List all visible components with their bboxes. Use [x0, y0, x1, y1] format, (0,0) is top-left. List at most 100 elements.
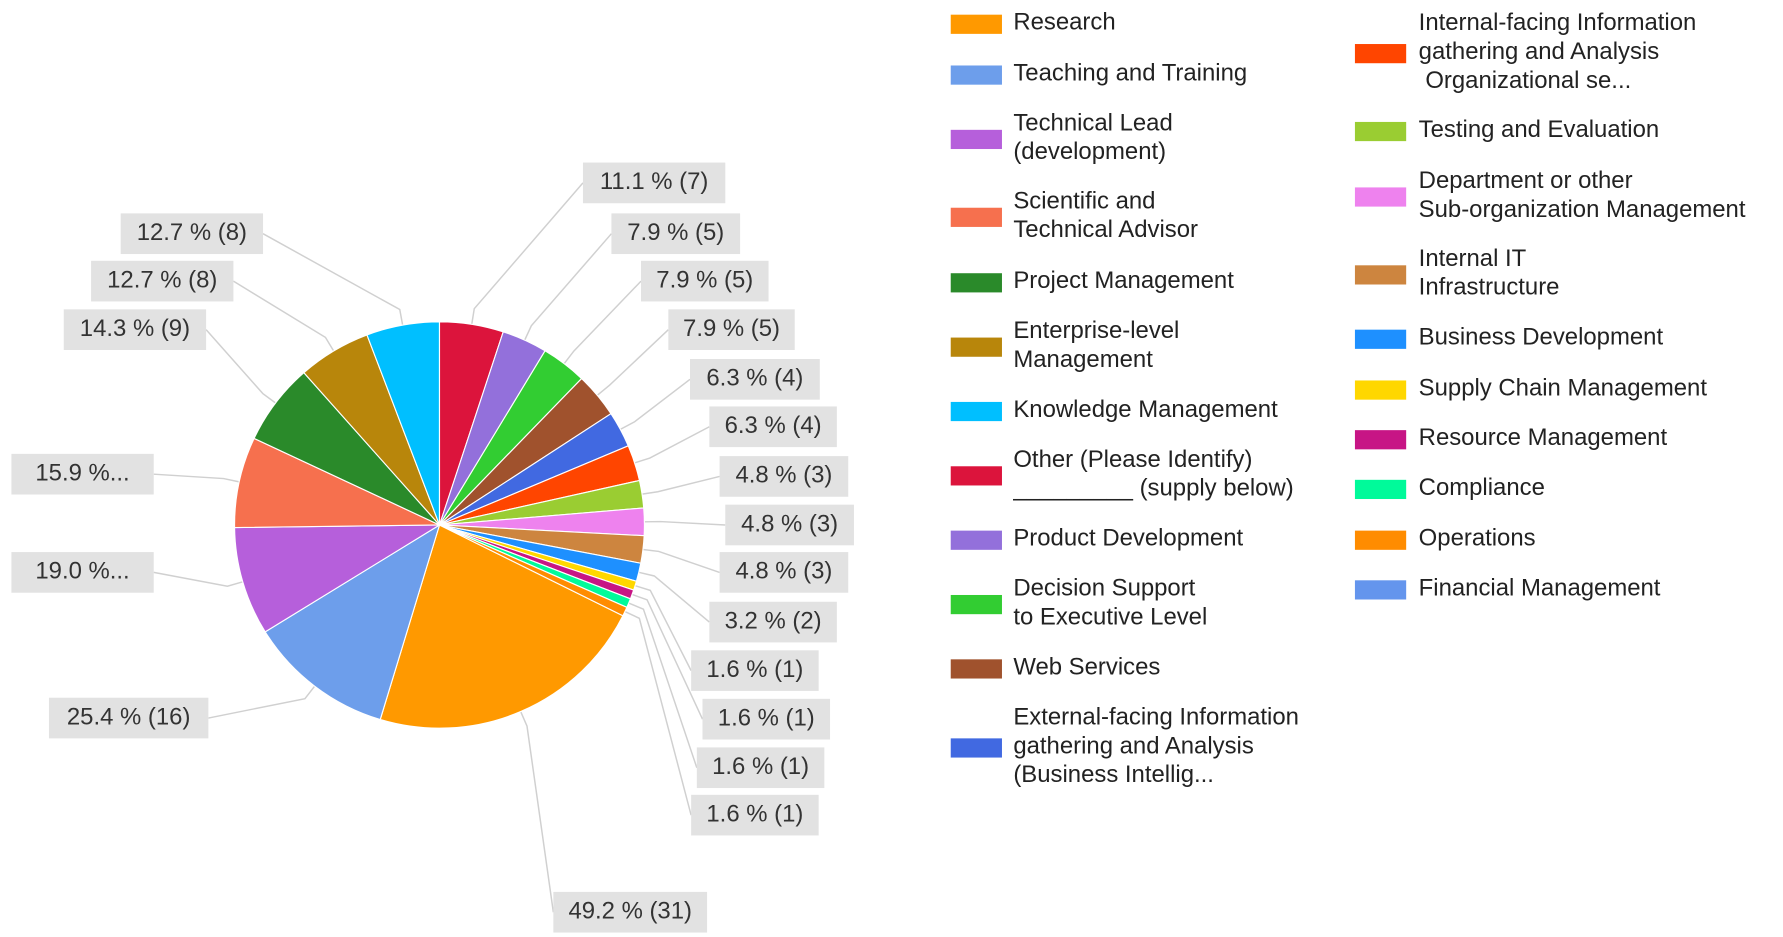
leader-line — [205, 329, 277, 404]
leader-lines — [153, 182, 726, 913]
leader-line — [208, 685, 316, 719]
data-label: 1.6 % (1) — [718, 705, 815, 732]
leader-line — [628, 602, 698, 768]
legend-label: Compliance — [1419, 474, 1545, 501]
legend-label: External-facing Information gathering and… — [1013, 704, 1299, 788]
plot: 49.2 % (31) 25.4 % (16) 19.0 %... 15.9 %...… — [11, 9, 1746, 933]
label-box — [582, 162, 726, 204]
data-label: 12.7 % (8) — [137, 219, 247, 246]
legend-swatch — [950, 273, 1002, 293]
legend-label: Research — [1013, 9, 1115, 36]
data-label: 25.4 % (16) — [67, 703, 191, 730]
leader-line — [634, 584, 692, 671]
leader-line — [153, 473, 240, 483]
label-box — [691, 650, 819, 691]
label-box — [719, 456, 849, 497]
legend-swatch — [1354, 329, 1407, 349]
legend-label: Enterprise-level Management — [1013, 318, 1179, 374]
legend-label: Teaching and Training — [1013, 60, 1247, 87]
leader-line — [471, 182, 584, 325]
legend-swatch — [1354, 580, 1407, 600]
data-label: 3.2 % (2) — [725, 607, 822, 634]
legend-label: Web Services — [1013, 654, 1160, 681]
data-label: 19.0 %... — [35, 558, 129, 585]
data-label: 1.6 % (1) — [712, 753, 809, 780]
legend-label: Operations — [1419, 525, 1536, 552]
legend: Research Teaching and Training Technical L… — [950, 9, 1746, 788]
legend-label: Knowledge Management — [1013, 396, 1278, 423]
legend-swatch — [1354, 479, 1407, 500]
label-box — [719, 552, 849, 593]
label-box — [725, 504, 854, 546]
label-box — [63, 309, 207, 350]
label-box — [11, 453, 154, 495]
legend-swatch — [1354, 380, 1407, 400]
label-box — [11, 552, 154, 593]
legend-label: Technical Lead (development) — [1013, 110, 1172, 166]
legend-label: Financial Management — [1419, 575, 1661, 602]
leader-line — [233, 280, 335, 352]
data-label: 7.9 % (5) — [683, 315, 780, 342]
label-box — [611, 213, 741, 255]
legend-swatch — [950, 530, 1002, 550]
leader-line — [563, 280, 642, 365]
legend-label: Department or other Sub-organization Mana… — [1419, 167, 1746, 223]
legend-swatch — [950, 659, 1002, 679]
label-box — [553, 891, 708, 933]
data-label: 49.2 % (31) — [568, 898, 692, 925]
leader-line — [642, 548, 720, 574]
data-label: 4.8 % (3) — [735, 462, 832, 489]
legend-swatch — [1354, 187, 1407, 207]
label-box — [91, 260, 234, 302]
data-label: 12.7 % (8) — [107, 266, 217, 293]
legend-swatch — [950, 65, 1002, 85]
legend-label: Project Management — [1013, 268, 1234, 295]
legend-swatch — [1354, 121, 1407, 142]
legend-swatch — [1354, 44, 1407, 64]
leader-line — [624, 610, 692, 816]
legend-swatch — [950, 14, 1002, 34]
label-box — [696, 747, 825, 789]
data-label: 6.3 % (4) — [706, 365, 803, 392]
leader-line — [631, 593, 704, 720]
legend-label: Internal-facing Information gathering and… — [1419, 10, 1697, 94]
legend-swatch — [950, 337, 1002, 357]
leader-line — [524, 233, 612, 341]
label-box — [668, 309, 795, 350]
legend-swatch — [950, 594, 1002, 615]
label-box — [641, 260, 769, 302]
data-label: 4.8 % (3) — [735, 558, 832, 585]
leader-line — [596, 329, 669, 396]
leader-line — [153, 571, 243, 587]
legend-label: Resource Management — [1419, 425, 1668, 452]
legend-label: Other (Please Identify) _________ (supply… — [1012, 446, 1293, 502]
data-label: 4.8 % (3) — [741, 510, 838, 537]
leader-line — [262, 233, 404, 326]
legend-swatch — [950, 738, 1002, 758]
legend-swatch — [1354, 430, 1407, 450]
data-label: 6.3 % (4) — [725, 412, 822, 439]
pie-slice — [379, 524, 624, 729]
leader-line — [638, 571, 710, 623]
leader-line — [634, 426, 710, 464]
data-label: 14.3 % (9) — [80, 315, 190, 342]
label-box — [702, 698, 831, 740]
legend-label: Product Development — [1013, 525, 1243, 552]
legend-swatch — [950, 401, 1002, 422]
legend-label: Decision Support to Executive Level — [1013, 575, 1207, 631]
legend-swatch — [950, 466, 1002, 486]
leader-line — [644, 520, 726, 526]
data-label: 11.1 % (7) — [600, 168, 708, 195]
data-label: 7.9 % (5) — [656, 266, 753, 293]
leader-line — [520, 711, 555, 913]
leader-line — [641, 475, 720, 495]
label-box — [120, 213, 264, 255]
legend-label: Scientific and Technical Advisor — [1013, 188, 1198, 244]
legend-swatch — [1354, 530, 1407, 550]
data-label: 15.9 %... — [35, 460, 129, 487]
data-label: 1.6 % (1) — [706, 800, 803, 827]
label-box — [709, 406, 837, 448]
legend-swatch — [1354, 265, 1407, 285]
legend-label: Testing and Evaluation — [1419, 116, 1659, 143]
